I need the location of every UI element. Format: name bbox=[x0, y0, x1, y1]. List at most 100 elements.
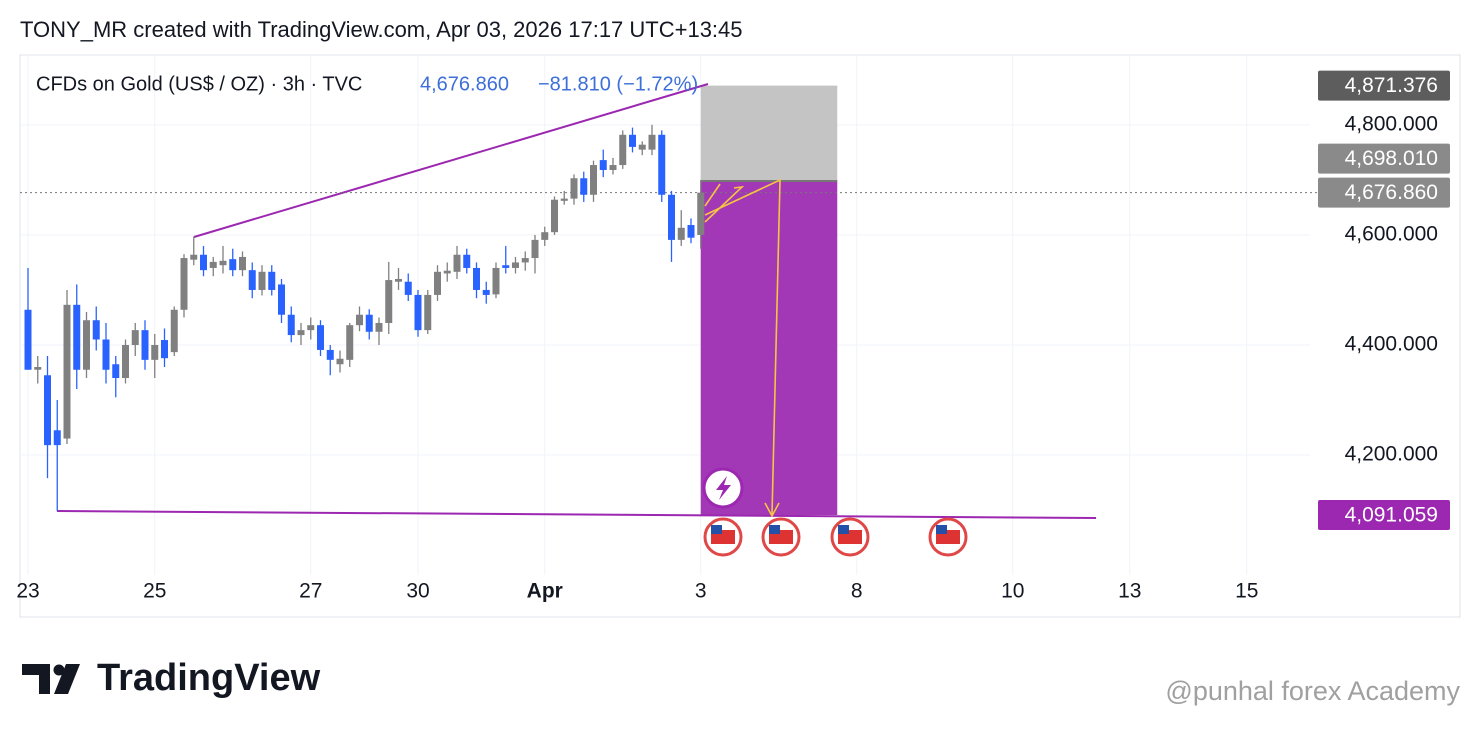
candle-body bbox=[268, 271, 276, 290]
arrow-head bbox=[764, 502, 780, 518]
candle-body bbox=[44, 375, 51, 446]
watermark: @punhal forex Academy bbox=[1165, 676, 1460, 706]
x-tick-label: 10 bbox=[1001, 580, 1024, 603]
price-tag-label: 4,698.010 bbox=[1345, 147, 1438, 170]
candle-body bbox=[570, 178, 578, 199]
candle-body bbox=[307, 325, 315, 331]
candle-body bbox=[336, 358, 344, 365]
header-title: TONY_MR created with TradingView.com, Ap… bbox=[20, 17, 743, 42]
candle-body bbox=[492, 267, 500, 295]
y-tick-label: 4,600.000 bbox=[1345, 222, 1438, 245]
candle-body bbox=[346, 325, 354, 360]
candle-body bbox=[200, 254, 207, 271]
candle-body bbox=[297, 330, 305, 336]
candle-body bbox=[580, 178, 588, 195]
candle-body bbox=[677, 227, 685, 240]
candle-body bbox=[63, 304, 71, 439]
candle-body bbox=[473, 267, 480, 290]
x-tick-label: 30 bbox=[406, 580, 429, 603]
x-tick-label: 8 bbox=[851, 580, 863, 603]
plot bbox=[20, 55, 1318, 575]
event-flag bbox=[769, 525, 780, 534]
candle-body bbox=[424, 294, 432, 331]
candle-body bbox=[590, 165, 597, 195]
price-tag-label: 4,091.059 bbox=[1345, 504, 1438, 527]
event-flag bbox=[838, 525, 849, 534]
chart-frame bbox=[19, 54, 1461, 618]
candle-body bbox=[141, 330, 149, 360]
candle-body bbox=[531, 239, 539, 259]
candle-body bbox=[112, 364, 120, 379]
price-tag-label: 4,871.376 bbox=[1345, 74, 1438, 97]
candle-body bbox=[609, 165, 617, 171]
candle-body bbox=[209, 261, 217, 268]
candle-body bbox=[170, 309, 178, 353]
candle-body bbox=[365, 314, 373, 332]
event-flag bbox=[936, 525, 947, 534]
price-tag bbox=[1318, 70, 1450, 101]
event-bolt bbox=[716, 476, 731, 500]
candle-body bbox=[326, 349, 334, 360]
candle-body bbox=[443, 270, 451, 274]
candle-body bbox=[375, 322, 383, 332]
candle-body bbox=[648, 134, 656, 150]
candle-body bbox=[102, 339, 110, 370]
candle-body bbox=[502, 265, 510, 268]
legend-change: −81.810 (−1.72%) bbox=[538, 73, 698, 95]
logo-icon bbox=[22, 664, 80, 694]
candle-body bbox=[151, 344, 159, 360]
candle-body bbox=[92, 320, 100, 340]
candle-body bbox=[219, 260, 227, 266]
candle-body bbox=[53, 430, 61, 446]
candle-body bbox=[697, 192, 705, 235]
arrow bbox=[704, 185, 745, 223]
candle-body bbox=[551, 199, 558, 233]
price-tag-label: 4,676.860 bbox=[1345, 181, 1438, 204]
y-tick-label: 4,400.000 bbox=[1345, 333, 1438, 356]
candle-body bbox=[83, 320, 90, 370]
candle-body bbox=[687, 225, 695, 238]
event-flag bbox=[711, 525, 722, 534]
target-zone bbox=[700, 181, 838, 515]
candle-body bbox=[180, 258, 188, 310]
legend-symbol: CFDs on Gold (US$ / OZ) · 3h · TVC bbox=[36, 73, 362, 95]
candle-body bbox=[287, 314, 295, 336]
candle-body bbox=[385, 280, 393, 323]
price-tag bbox=[1318, 143, 1450, 174]
candle-body bbox=[463, 254, 471, 268]
candle-body bbox=[356, 314, 363, 326]
candle-body bbox=[434, 271, 441, 295]
candle-body bbox=[668, 194, 675, 240]
candle-body bbox=[619, 134, 627, 166]
candle-body bbox=[161, 340, 168, 359]
candle-body bbox=[317, 325, 324, 350]
arrow bbox=[704, 178, 781, 516]
x-tick-label: 13 bbox=[1118, 580, 1141, 603]
x-tick-label: 27 bbox=[299, 580, 322, 603]
candle-body bbox=[395, 278, 402, 282]
arrow bbox=[704, 183, 721, 207]
candle-body bbox=[599, 160, 607, 171]
candle-body bbox=[560, 198, 568, 201]
x-tick-label: 23 bbox=[16, 580, 39, 603]
logo-text: TradingView bbox=[97, 657, 321, 699]
candle-body bbox=[278, 284, 285, 315]
x-tick-label: 3 bbox=[695, 580, 707, 603]
price-tag bbox=[1318, 177, 1450, 208]
trend-line bbox=[193, 83, 709, 238]
candle-body bbox=[414, 294, 422, 331]
candle-body bbox=[512, 262, 519, 268]
legend-price: 4,676.860 bbox=[420, 73, 509, 95]
candle-body bbox=[521, 258, 529, 263]
candle-body bbox=[229, 259, 237, 271]
price-tag bbox=[1318, 499, 1450, 530]
candle-body bbox=[453, 254, 461, 272]
candle-body bbox=[190, 254, 198, 260]
x-tick-label: 25 bbox=[143, 580, 166, 603]
x-tick-label: 15 bbox=[1235, 580, 1258, 603]
candle-body bbox=[638, 144, 646, 150]
y-tick-label: 4,800.000 bbox=[1345, 112, 1438, 135]
candle-body bbox=[658, 134, 666, 195]
candle-body bbox=[404, 281, 412, 295]
